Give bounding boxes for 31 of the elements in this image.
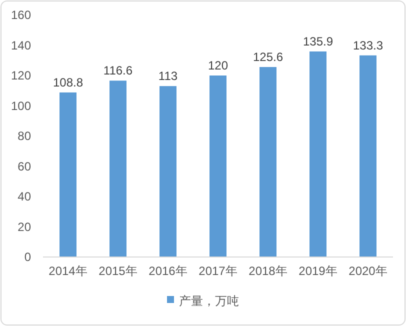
x-tick-label: 2018年: [248, 264, 288, 278]
x-tick-label: 2020年: [348, 264, 388, 278]
data-label: 133.3: [352, 38, 384, 52]
y-tick-label: 80: [18, 129, 32, 143]
data-label: 125.6: [252, 50, 284, 64]
x-tick-label: 2019年: [298, 264, 338, 278]
data-label: 116.6: [103, 64, 133, 78]
bar: [110, 80, 126, 257]
bar: [210, 76, 226, 257]
bar: [310, 51, 326, 257]
bar: [160, 86, 176, 257]
bar: [260, 67, 276, 257]
y-tick-label: 140: [10, 38, 32, 52]
data-label: 135.9: [302, 34, 334, 48]
data-label: 108.8: [52, 75, 84, 90]
x-tick-label: 2017年: [198, 264, 238, 278]
bar: [60, 92, 76, 257]
x-tick-label: 2016年: [148, 264, 188, 278]
legend-label: 产量，万吨: [179, 294, 239, 308]
y-tick-label: 40: [18, 190, 32, 204]
y-tick-label: 60: [18, 159, 32, 174]
x-tick-label: 2015年: [98, 264, 138, 278]
data-label: 113: [158, 69, 178, 84]
data-label: 120: [208, 58, 228, 72]
y-tick-label: 120: [10, 68, 32, 82]
y-tick-label: 160: [10, 8, 32, 22]
y-tick-label: 100: [10, 98, 32, 113]
x-tick-label: 2014年: [48, 264, 88, 278]
bar: [360, 55, 376, 257]
y-tick-label: 20: [18, 220, 32, 234]
y-tick-label: 0: [24, 250, 32, 264]
